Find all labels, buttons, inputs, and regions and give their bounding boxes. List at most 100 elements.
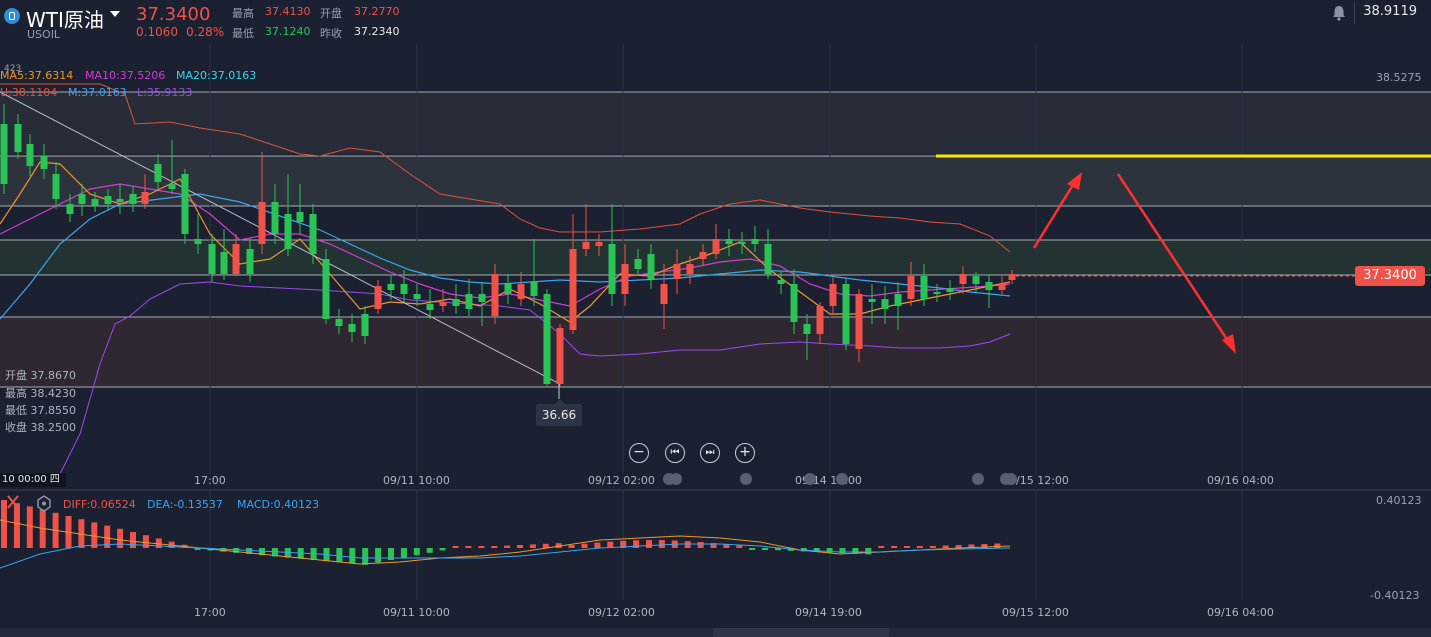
low-price-marker: 36.66	[536, 399, 582, 426]
candle-body	[14, 124, 22, 152]
candle-body	[478, 294, 486, 302]
candle-body	[621, 264, 629, 294]
last-price-tag: 37.3400	[1355, 266, 1425, 286]
candle-body	[686, 264, 694, 274]
macd-bar	[1, 500, 7, 548]
macd-bar	[194, 548, 201, 550]
macd-bar	[413, 548, 420, 556]
macd-bar	[349, 548, 356, 564]
macd-bar	[826, 548, 833, 553]
current-price: 37.3400	[136, 4, 211, 25]
candle-body	[26, 144, 34, 166]
candle-body	[348, 324, 356, 332]
macd-bar	[426, 548, 433, 553]
zoom-out-button[interactable]: −	[629, 443, 649, 463]
macd-x-tick: 09/15 12:00	[1002, 606, 1069, 619]
candlestick-chart[interactable]	[0, 44, 1431, 494]
symbol-title[interactable]: WTI原油	[26, 8, 104, 32]
forecast-arrow-up	[1032, 172, 1082, 249]
event-markers[interactable]	[0, 470, 1431, 488]
candle-body	[452, 299, 460, 306]
candle-body	[246, 249, 254, 274]
macd-bar	[710, 543, 717, 548]
chevron-down-icon[interactable]	[110, 11, 120, 17]
level-lines	[0, 91, 1431, 388]
candle-body	[855, 294, 863, 349]
boll-middle-legend: M:37.0163	[68, 86, 127, 99]
high-label: 最高	[232, 7, 254, 20]
x-tick: 09/12 02:00	[588, 474, 655, 487]
macd-x-tick: 09/16 04:00	[1207, 606, 1274, 619]
boll-upper-legend: U:38.1104	[0, 86, 58, 99]
candle-body	[232, 244, 240, 274]
candle-body	[738, 242, 746, 244]
candle-body	[66, 204, 74, 214]
candle-body	[946, 288, 954, 292]
ohlc-low: 最低 37.8550	[5, 404, 76, 417]
candle-body	[387, 284, 395, 290]
macd-bar	[78, 519, 85, 548]
candle-body	[271, 202, 279, 234]
price-change: 0.1060	[136, 25, 178, 39]
bell-icon[interactable]	[1330, 4, 1348, 22]
macd-bar	[878, 546, 885, 548]
ma5-legend: MA5:37.6314	[0, 69, 74, 82]
macd-bar	[839, 548, 846, 554]
macd-bar	[916, 546, 923, 548]
macd-diff-line	[0, 519, 1011, 565]
boll-middle-ma20-line	[0, 193, 1011, 320]
scroll-left-button[interactable]: ⏮	[665, 443, 685, 463]
price-change-percent: 0.28%	[186, 25, 225, 39]
bottom-tab-strip[interactable]	[0, 628, 1431, 637]
zone-resistance-top	[0, 92, 1431, 154]
macd-x-tick: 09/12 02:00	[588, 606, 655, 619]
candle-body	[530, 282, 538, 296]
macd-bar	[517, 545, 523, 548]
macd-bar	[388, 548, 394, 560]
boll-upper-line	[0, 83, 1011, 253]
macd-dea-legend: DEA:-0.13537	[147, 498, 223, 511]
macd-bar	[981, 544, 988, 548]
candle-body	[829, 284, 837, 306]
open-value: 37.2770	[354, 5, 400, 18]
candle-body	[181, 174, 189, 234]
macd-bar	[155, 538, 162, 548]
prev-close-label: 昨收	[320, 27, 342, 40]
macd-bar	[762, 548, 769, 550]
macd-bar	[852, 548, 859, 554]
candle-body	[91, 199, 99, 206]
ma10-legend: MA10:37.5206	[85, 69, 166, 82]
macd-bar	[568, 545, 575, 548]
macd-bar	[646, 540, 652, 548]
macd-bar	[529, 544, 536, 548]
candle-body	[309, 214, 317, 254]
candle-body	[569, 249, 577, 330]
alert-price: 38.9119	[1363, 4, 1417, 19]
macd-bar	[929, 546, 936, 548]
trendline[interactable]	[0, 91, 561, 385]
macd-bar	[594, 542, 601, 548]
ohlc-open: 开盘 37.8670	[5, 369, 76, 382]
zoom-in-button[interactable]: +	[735, 443, 755, 463]
macd-y-bottom: -0.40123	[1370, 589, 1420, 602]
candle-body	[673, 264, 681, 279]
active-tab[interactable]	[713, 628, 889, 637]
ohlc-close: 收盘 38.2500	[5, 421, 76, 434]
candle-body	[322, 259, 330, 319]
candle-body	[985, 282, 993, 290]
low-value: 37.1240	[265, 25, 311, 38]
candle-body	[194, 239, 202, 244]
macd-settings-icons[interactable]	[7, 495, 51, 512]
macd-bar	[904, 546, 910, 548]
scroll-right-button[interactable]: ⏭	[700, 443, 720, 463]
candle-body	[168, 184, 176, 189]
usoil-logo-icon	[4, 8, 20, 24]
macd-bar	[117, 528, 124, 548]
candle-body	[400, 284, 408, 294]
macd-chart[interactable]	[0, 490, 1431, 625]
macd-bar	[581, 543, 588, 548]
macd-bar	[400, 548, 407, 558]
candle-body	[413, 294, 421, 299]
macd-bar	[375, 548, 382, 563]
macd-bar	[130, 532, 136, 548]
